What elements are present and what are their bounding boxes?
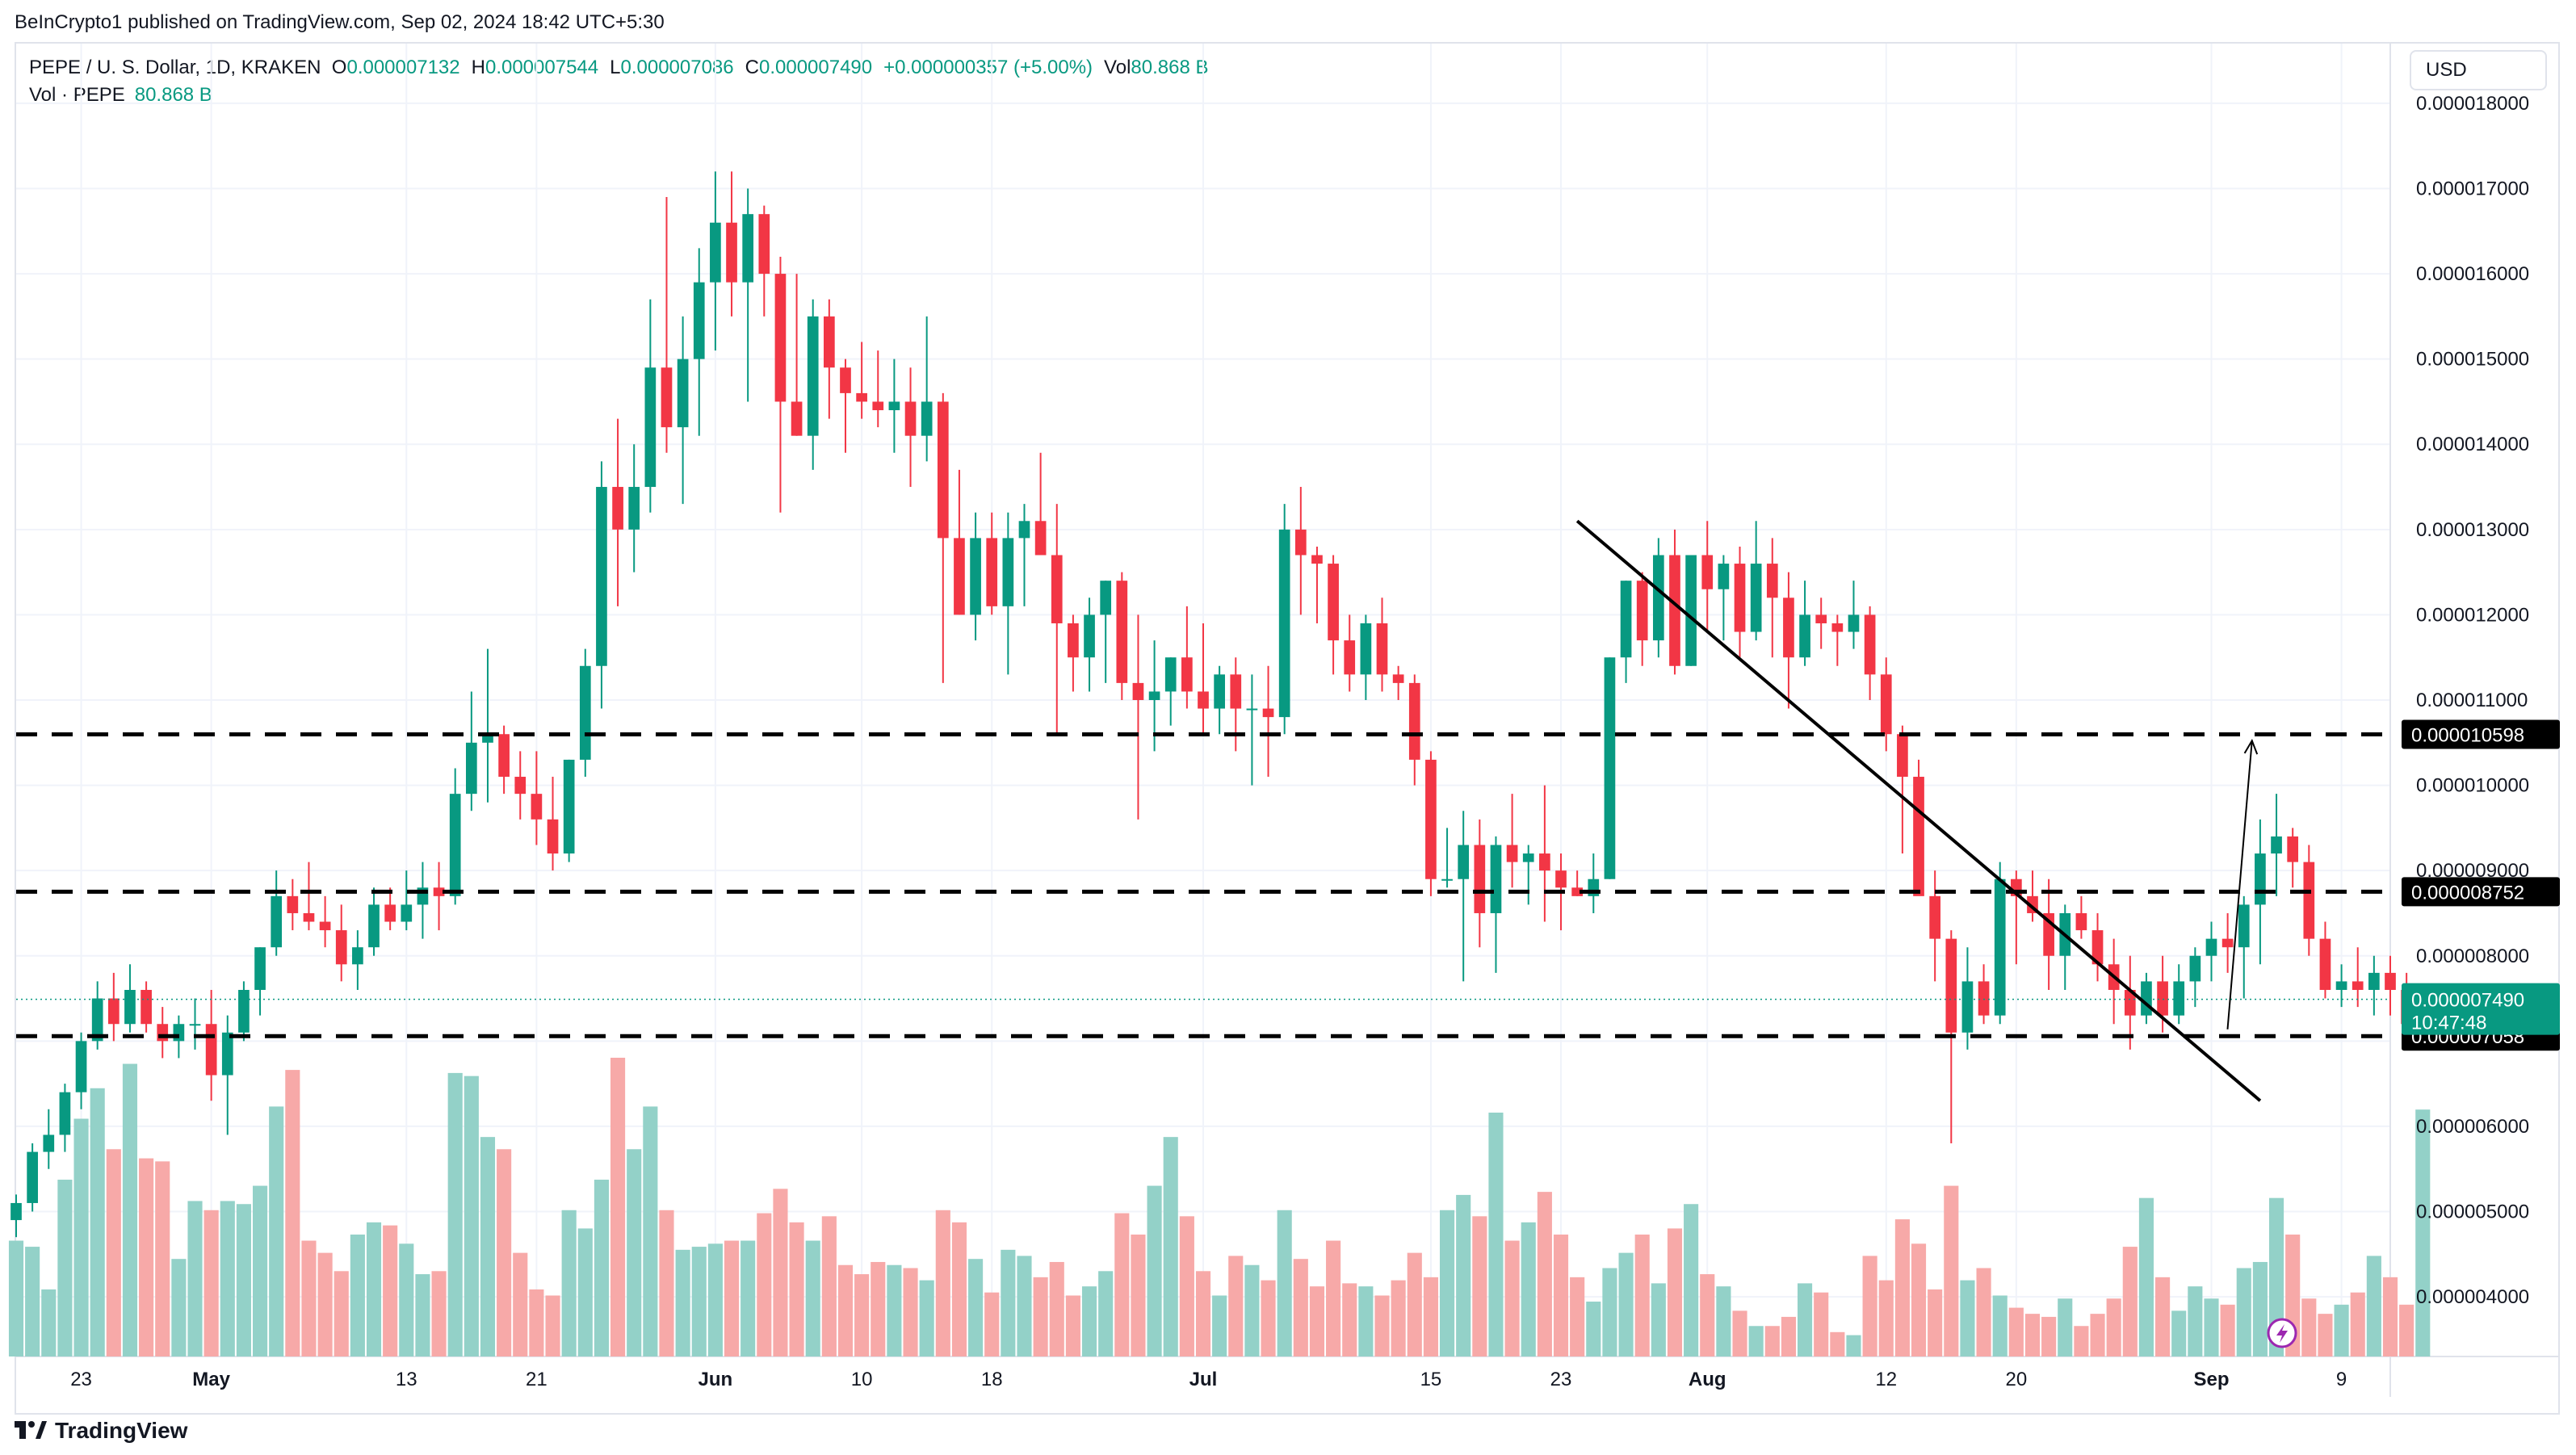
close-value: 0.000007490 (758, 57, 873, 78)
symbol-title[interactable]: PEPE / U. S. Dollar, 1D, KRAKEN (29, 57, 321, 78)
tradingview-brand: TradingView (55, 1418, 188, 1443)
volume-value: 80.868 B (1131, 57, 1209, 78)
tradingview-logo[interactable]: TradingView (15, 1415, 187, 1447)
close-label: C (745, 57, 759, 78)
low-label: L (610, 57, 621, 78)
volume-indicator-label[interactable]: Vol · PEPE (29, 84, 125, 106)
published-note: BeInCrypto1 published on TradingView.com… (15, 11, 665, 33)
change-value: +0.000000357 (+5.00%) (883, 57, 1093, 78)
volume-indicator-value: 80.868 B (134, 84, 212, 106)
symbol-legend: PEPE / U. S. Dollar, 1D, KRAKEN O0.00000… (29, 57, 1220, 79)
chart-frame (15, 42, 2560, 1415)
volume-legend: Vol · PEPE 80.868 B (29, 84, 212, 107)
low-value: 0.000007086 (620, 57, 734, 78)
volume-label: Vol (1104, 57, 1131, 78)
tradingview-logo-icon (15, 1421, 47, 1439)
open-label: O (331, 57, 347, 78)
high-value: 0.000007544 (485, 57, 599, 78)
high-label: H (471, 57, 485, 78)
open-value: 0.000007132 (346, 57, 460, 78)
currency-button[interactable]: USD (2410, 50, 2547, 90)
